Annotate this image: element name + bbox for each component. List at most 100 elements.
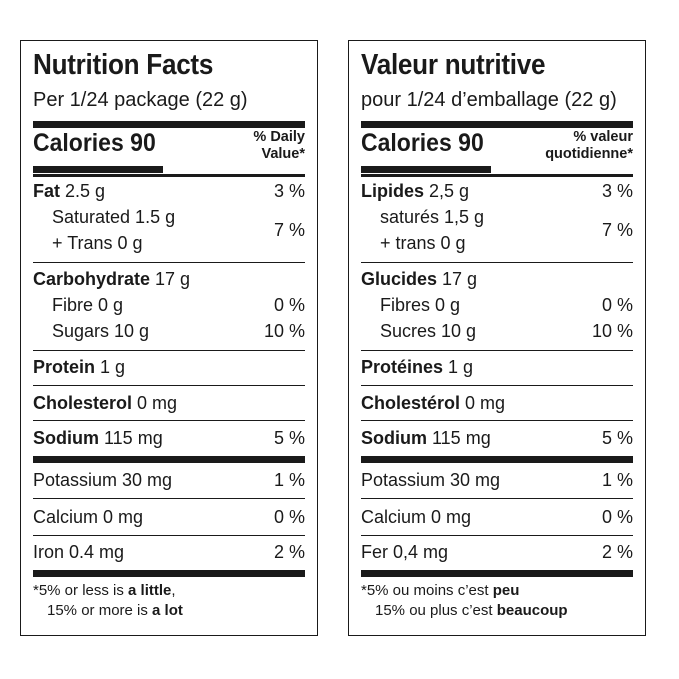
percent-dv: 7 % bbox=[273, 220, 305, 240]
nutrient-text: Fibre 0 g bbox=[52, 295, 124, 315]
nutrient-amount: 17 g bbox=[442, 269, 478, 289]
calories-underline bbox=[33, 166, 163, 173]
divider bbox=[361, 535, 633, 536]
potassium-row: Potassium 30 mg 1 % bbox=[33, 470, 305, 491]
nutrient-text: Potassium 30 mg bbox=[361, 470, 501, 490]
divider bbox=[33, 262, 305, 263]
percent-dv: 0 % bbox=[273, 295, 305, 315]
divider bbox=[361, 262, 633, 263]
nutrient-text: Sugars 10 g bbox=[52, 321, 150, 341]
nutrient-amount: 115 mg bbox=[104, 428, 163, 448]
divider bbox=[361, 350, 633, 351]
potassium-row: Potassium 30 mg 1 % bbox=[361, 470, 633, 491]
nutrient-text: Fer 0,4 mg bbox=[361, 542, 449, 562]
divider bbox=[361, 121, 633, 128]
divider bbox=[361, 498, 633, 499]
iron-row: Iron 0.4 mg 2 % bbox=[33, 542, 305, 563]
percent-dv: 3 % bbox=[273, 181, 305, 201]
divider bbox=[33, 570, 305, 577]
panel-title: Valeur nutritive bbox=[361, 49, 546, 81]
divider bbox=[361, 456, 633, 463]
footnote-line2: 15% or more is a lot bbox=[33, 601, 183, 621]
cholesterol-row: Cholestérol 0 mg bbox=[361, 393, 633, 414]
nutrition-facts-panel-english: Nutrition Facts Per 1/24 package (22 g) … bbox=[20, 40, 318, 636]
divider bbox=[361, 385, 633, 386]
percent-dv: 1 % bbox=[273, 470, 305, 490]
footnote-emphasis: beaucoup bbox=[496, 602, 568, 619]
protein-row: Protéines 1 g bbox=[361, 357, 633, 378]
percent-dv: 2 % bbox=[601, 542, 633, 562]
carbohydrate-row: Carbohydrate 17 g bbox=[33, 269, 305, 290]
nutrient-label: Carbohydrate bbox=[33, 269, 156, 289]
cholesterol-row: Cholesterol 0 mg bbox=[33, 393, 305, 414]
daily-value-header: % Daily Value* bbox=[253, 129, 305, 163]
saturated-fat-row: saturés 1,5 g bbox=[380, 207, 485, 227]
nutrient-amount: 115 mg bbox=[432, 428, 491, 448]
footnote: *5% ou moins c’est peu 15% ou plus c’est… bbox=[361, 581, 568, 621]
percent-dv: 0 % bbox=[601, 507, 633, 527]
footnote-emphasis: peu bbox=[492, 582, 520, 599]
divider bbox=[33, 350, 305, 351]
percent-dv: 3 % bbox=[601, 181, 633, 201]
sugars-row: Sucres 10 g 10 % bbox=[361, 321, 633, 342]
protein-row: Protein 1 g bbox=[33, 357, 305, 378]
nutrient-amount: 2.5 g bbox=[65, 181, 106, 201]
trans-fat-row: + Trans 0 g bbox=[52, 233, 143, 253]
divider bbox=[361, 570, 633, 577]
percent-dv: 10 % bbox=[591, 321, 633, 341]
percent-dv: 10 % bbox=[263, 321, 305, 341]
divider bbox=[33, 385, 305, 386]
carbohydrate-row: Glucides 17 g bbox=[361, 269, 633, 290]
divider bbox=[33, 456, 305, 463]
nutrient-text: Iron 0.4 mg bbox=[33, 542, 125, 562]
trans-fat-row: + trans 0 g bbox=[380, 233, 466, 253]
fat-row: Fat 2.5 g 3 % bbox=[33, 181, 305, 202]
nutrient-amount: 1 g bbox=[100, 357, 126, 377]
daily-value-header-line2: quotidienne* bbox=[545, 146, 633, 162]
panel-title: Nutrition Facts bbox=[33, 49, 214, 81]
nutrient-label: Cholesterol bbox=[33, 393, 138, 413]
divider bbox=[361, 420, 633, 421]
nutrient-label: Protein bbox=[33, 357, 101, 377]
serving-size: Per 1/24 package (22 g) bbox=[33, 89, 248, 111]
serving-size: pour 1/24 d’emballage (22 g) bbox=[361, 89, 617, 111]
calories-label: Calories 90 bbox=[33, 129, 156, 157]
calories-underline bbox=[361, 166, 491, 173]
divider bbox=[33, 535, 305, 536]
fibre-row: Fibre 0 g 0 % bbox=[33, 295, 305, 316]
nutrient-text: Calcium 0 mg bbox=[361, 507, 472, 527]
fibre-row: Fibres 0 g 0 % bbox=[361, 295, 633, 316]
daily-value-header: % valeur quotidienne* bbox=[545, 129, 633, 163]
saturated-fat-row: Saturated 1.5 g bbox=[52, 207, 176, 227]
nutrient-text: Sucres 10 g bbox=[380, 321, 477, 341]
percent-dv: 5 % bbox=[273, 428, 305, 448]
calcium-row: Calcium 0 mg 0 % bbox=[33, 507, 305, 528]
sodium-row: Sodium 115 mg 5 % bbox=[361, 428, 633, 449]
nutrient-label: Sodium bbox=[33, 428, 104, 448]
nutrient-label: Cholestérol bbox=[361, 393, 466, 413]
nutrient-label: Sodium bbox=[361, 428, 432, 448]
divider bbox=[33, 420, 305, 421]
nutrient-amount: 17 g bbox=[155, 269, 191, 289]
percent-dv: 0 % bbox=[273, 507, 305, 527]
sugars-row: Sugars 10 g 10 % bbox=[33, 321, 305, 342]
footnote-emphasis: a little bbox=[128, 582, 172, 599]
nutrient-label: Protéines bbox=[361, 357, 449, 377]
fat-row: Lipides 2,5 g 3 % bbox=[361, 181, 633, 202]
percent-dv: 0 % bbox=[601, 295, 633, 315]
footnote-line1: *5% or less is a little, bbox=[33, 581, 183, 601]
percent-dv: 2 % bbox=[273, 542, 305, 562]
nutrient-text: Fibres 0 g bbox=[380, 295, 461, 315]
divider bbox=[361, 174, 633, 177]
daily-value-header-line1: % Daily bbox=[253, 129, 305, 145]
nutrition-facts-panel-french: Valeur nutritive pour 1/24 d’emballage (… bbox=[348, 40, 646, 636]
nutrient-label: Lipides bbox=[361, 181, 430, 201]
footnote-line2: 15% ou plus c’est beaucoup bbox=[361, 601, 568, 621]
daily-value-header-line2: Value* bbox=[261, 146, 305, 162]
nutrient-amount: 1 g bbox=[448, 357, 474, 377]
calories-label: Calories 90 bbox=[361, 129, 484, 157]
footnote-emphasis: a lot bbox=[152, 602, 183, 619]
footnote-line1: *5% ou moins c’est peu bbox=[361, 581, 568, 601]
footnote-text: *5% or less is bbox=[33, 582, 129, 599]
nutrient-text: Calcium 0 mg bbox=[33, 507, 144, 527]
